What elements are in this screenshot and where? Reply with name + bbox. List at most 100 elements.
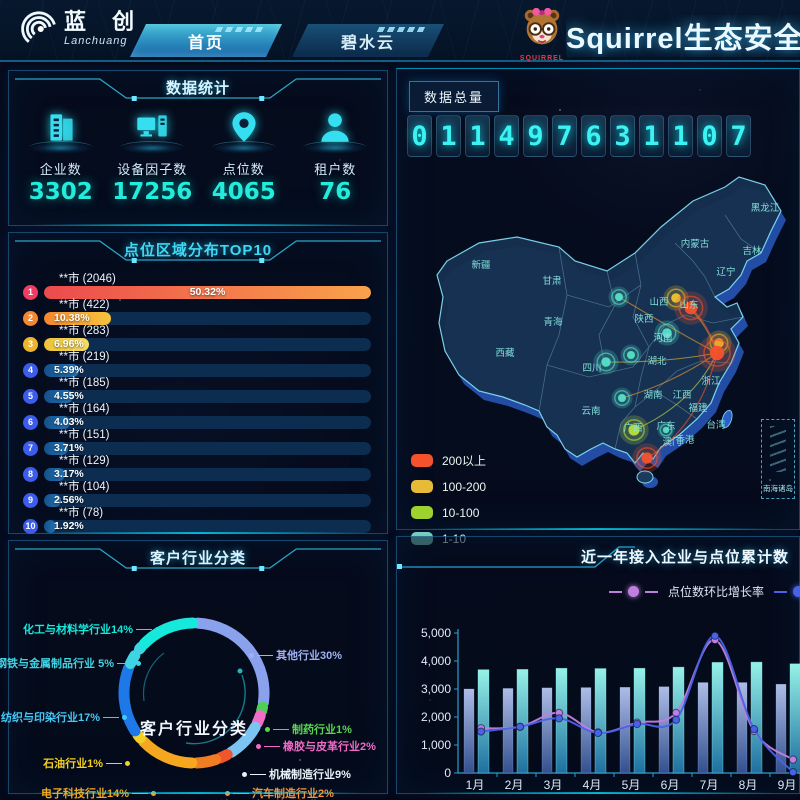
legend-swatch xyxy=(411,454,433,467)
x-tick-label: 2月 xyxy=(505,778,524,792)
industry-panel-header: 客户行业分类 xyxy=(9,541,387,575)
counter-digit: 3 xyxy=(610,115,635,157)
line-dot[interactable] xyxy=(671,715,681,724)
counter-digit: 1 xyxy=(639,115,664,157)
line-dot[interactable] xyxy=(788,755,798,764)
donut-segment[interactable] xyxy=(214,749,233,764)
map-marker[interactable] xyxy=(608,286,630,308)
donut-segment[interactable] xyxy=(225,721,261,758)
map-legend-item: 100-200 xyxy=(411,477,486,496)
map-marker[interactable] xyxy=(632,443,662,473)
x-tick-label: 5月 xyxy=(622,778,641,792)
bar-fill xyxy=(44,312,112,325)
line-growth-rate[interactable] xyxy=(480,639,794,761)
bar-enterprise[interactable] xyxy=(736,682,748,774)
bar-enterprise[interactable] xyxy=(619,687,631,774)
line-dot[interactable] xyxy=(476,727,486,736)
map-marker[interactable] xyxy=(593,349,619,375)
line-dot[interactable] xyxy=(593,728,603,738)
bar-points[interactable] xyxy=(516,669,529,774)
bar-enterprise[interactable] xyxy=(658,686,670,774)
tab-home[interactable]: 首页 xyxy=(130,24,282,57)
top10-row[interactable]: **市 (104) 9 2.56% xyxy=(23,481,371,508)
top10-row[interactable]: **市 (164) 6 4.03% xyxy=(23,403,371,430)
legend-dot-purple[interactable] xyxy=(627,586,639,597)
rank-badge: 1 xyxy=(23,285,38,300)
x-tick-label: 4月 xyxy=(583,778,602,792)
bar-track: 10.38% xyxy=(44,312,371,325)
map-marker[interactable] xyxy=(611,387,633,409)
bar-enterprise[interactable] xyxy=(541,687,553,774)
donut-label: 其他行业30% xyxy=(249,647,342,663)
bar-points[interactable] xyxy=(711,662,724,774)
industry-donut-chart[interactable]: 客户行业分类 化工与材料学行业14% 钢铁与金属制品行业 5% 纺织与印染行业17%… xyxy=(0,575,387,800)
x-tick-label: 9月 xyxy=(778,778,797,792)
rank-badge: 2 xyxy=(23,311,38,326)
stat-label: 租户数 xyxy=(314,162,357,177)
bar-enterprise[interactable] xyxy=(775,683,787,774)
line-secondary[interactable] xyxy=(480,634,794,773)
top10-row[interactable]: **市 (78) 10 1.92% xyxy=(23,507,371,534)
top10-row[interactable]: **市 (151) 7 3.71% xyxy=(23,429,371,456)
line-dot[interactable] xyxy=(788,768,798,777)
top10-row[interactable]: **市 (422) 2 10.38% xyxy=(23,299,371,326)
line-dot[interactable] xyxy=(749,724,759,734)
top10-row[interactable]: **市 (185) 5 4.55% xyxy=(23,377,371,404)
map-marker[interactable] xyxy=(619,415,649,445)
bar-percent: 4.55% xyxy=(54,390,84,402)
top10-row[interactable]: **市 (283) 3 6.96% xyxy=(23,325,371,352)
counter-digit: 1 xyxy=(465,115,490,157)
province-label: 内蒙古 xyxy=(681,238,710,250)
map-marker[interactable] xyxy=(620,344,642,366)
bar-points[interactable] xyxy=(750,661,763,774)
map-marker[interactable] xyxy=(698,334,736,372)
line-dot[interactable] xyxy=(554,714,564,723)
donut-segment[interactable] xyxy=(138,736,198,769)
donut-segment[interactable] xyxy=(191,754,222,769)
trend-chart[interactable]: 0 1,000 2,000 3,000 4,000 5,000 1月 2月 3月 4月 5月 6月 7月… xyxy=(397,537,800,795)
top10-panel-title: 点位区域分布TOP10 xyxy=(123,242,273,259)
legend-label[interactable]: 点位数环比增长率 xyxy=(667,585,764,599)
line-dot[interactable] xyxy=(515,722,525,731)
y-tick-label: 2,000 xyxy=(421,710,451,724)
map-marker[interactable] xyxy=(657,421,675,439)
x-tick-label: 3月 xyxy=(544,778,563,792)
donut-segment[interactable] xyxy=(138,617,199,650)
top10-list[interactable]: **市 (2046) 1 50.32% **市 (422) 2 10.38% **市 (28… xyxy=(9,267,387,534)
bar-enterprise[interactable] xyxy=(502,688,514,774)
inner-arc-deco xyxy=(142,652,165,702)
inner-arc-dot xyxy=(237,668,243,674)
bar-percent: 3.71% xyxy=(54,442,84,454)
bar-enterprise[interactable] xyxy=(697,682,709,774)
label-line xyxy=(117,662,133,664)
icon-glow xyxy=(28,141,93,154)
x-tick-label: 1月 xyxy=(466,778,485,792)
tab-bishuiyun-label: 碧水云 xyxy=(340,34,395,52)
label-dot xyxy=(151,790,156,796)
stats-row: 企业数 3302 设备因子数 17256 点位数 4065 xyxy=(9,105,387,205)
label-line xyxy=(264,745,280,747)
stats-panel: 数据统计 企业数 3302 设备因子数 17256 xyxy=(8,70,388,226)
y-tick-label: 0 xyxy=(444,766,451,780)
bar-points[interactable] xyxy=(477,669,490,774)
top10-row[interactable]: **市 (219) 4 5.39% xyxy=(23,351,371,378)
line-dot[interactable] xyxy=(632,719,642,729)
top10-row[interactable]: **市 (129) 8 3.17% xyxy=(23,455,371,482)
map-marker[interactable] xyxy=(674,291,708,325)
donut-segment[interactable] xyxy=(118,662,141,737)
top10-row[interactable]: **市 (2046) 1 50.32% xyxy=(23,273,371,300)
top10-bar-row: 5 4.55% xyxy=(23,389,371,404)
legend-swatch xyxy=(411,480,433,493)
province-label: 福建 xyxy=(688,402,708,414)
tab-bishuiyun[interactable]: 碧水云 xyxy=(292,24,444,57)
legend-dot-blue[interactable] xyxy=(793,586,800,597)
line-dot[interactable] xyxy=(710,631,720,640)
bar-fill xyxy=(44,494,61,507)
bar-points[interactable] xyxy=(594,668,607,774)
map-marker[interactable] xyxy=(654,320,680,346)
donut-segment[interactable] xyxy=(192,617,270,708)
bar-enterprise[interactable] xyxy=(463,688,475,774)
icon-glow xyxy=(120,141,185,154)
